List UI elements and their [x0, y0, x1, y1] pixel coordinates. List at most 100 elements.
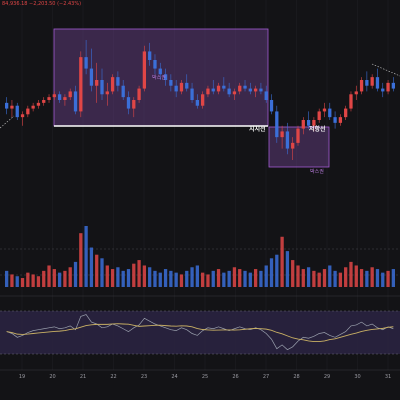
- candle-body: [42, 100, 46, 103]
- volume-bar: [31, 274, 35, 287]
- candle-body: [148, 51, 152, 60]
- candle-body: [95, 80, 99, 86]
- candle-body: [222, 85, 226, 89]
- volume-bar: [110, 269, 115, 287]
- candle-body: [137, 88, 141, 100]
- candle-body: [89, 68, 94, 86]
- volume-bar: [15, 276, 19, 287]
- volume-bar: [36, 276, 41, 287]
- volume-bar: [248, 272, 252, 287]
- candle-body: [216, 85, 221, 92]
- candle-body: [201, 94, 205, 106]
- candle-body: [280, 131, 284, 138]
- candle-body: [79, 57, 83, 112]
- volume-bar: [370, 267, 374, 287]
- volume-bar: [68, 267, 72, 287]
- candle-body: [243, 85, 247, 89]
- candle-body: [15, 105, 19, 118]
- volume-bar: [52, 269, 56, 287]
- candle-body: [227, 88, 231, 95]
- candle-body: [232, 91, 237, 95]
- volume-bar: [126, 269, 131, 287]
- candle-body: [195, 100, 199, 106]
- box-bottom-label: 박스권: [310, 169, 324, 175]
- volume-bar: [275, 254, 279, 287]
- volume-bar: [285, 251, 290, 287]
- volume-bar: [269, 258, 274, 287]
- candle-body: [291, 142, 295, 149]
- x-tick-label: 31: [384, 374, 392, 380]
- x-tick-label: 25: [201, 374, 209, 380]
- candle-body: [26, 108, 30, 115]
- candle-body: [301, 120, 305, 129]
- volume-bar: [365, 270, 369, 287]
- candle-body: [84, 57, 88, 69]
- volume-bar: [179, 274, 184, 287]
- x-tick-label: 29: [323, 374, 331, 380]
- candle-body: [5, 102, 9, 109]
- volume-bar: [153, 270, 157, 287]
- volume-bar: [264, 265, 268, 287]
- volume-bar: [291, 260, 295, 287]
- volume-bar: [306, 267, 311, 287]
- candle-body: [190, 88, 194, 100]
- candle-body: [365, 80, 369, 86]
- x-axis[interactable]: 19 20 21 22 23 24 25 26 27 28 29 30 31: [0, 374, 400, 386]
- candle-body: [391, 82, 395, 89]
- volume-bar: [211, 270, 215, 287]
- box-top-label: 박스권: [152, 75, 166, 81]
- candle-body: [121, 85, 125, 98]
- candle-body: [52, 94, 56, 98]
- volume-bar: [206, 274, 210, 287]
- candle-body: [68, 91, 72, 98]
- volume-bar: [216, 269, 221, 287]
- x-tick-label: 30: [354, 374, 361, 380]
- candle-body: [269, 100, 274, 112]
- candle-body: [116, 77, 120, 86]
- x-tick-label: 22: [110, 374, 117, 380]
- volume-bar: [95, 254, 99, 287]
- volume-bar: [148, 267, 152, 287]
- volume-bar: [79, 233, 83, 287]
- x-tick-label: 27: [262, 374, 270, 380]
- candle-body: [47, 97, 51, 100]
- candle-body: [179, 82, 184, 92]
- candle-body: [322, 108, 327, 112]
- candle-body: [132, 100, 136, 109]
- trend-line-right: [371, 63, 400, 77]
- volume-layer: [5, 226, 395, 287]
- volume-bar: [169, 270, 173, 287]
- volume-bar: [201, 272, 205, 287]
- rsi-band: [0, 311, 400, 354]
- volume-bar: [259, 270, 263, 287]
- price-readout: 84,936.18 −2,203.50 (−2.43%): [2, 1, 82, 7]
- volume-bar: [391, 269, 395, 287]
- volume-bar: [222, 272, 226, 287]
- candle-body: [359, 80, 364, 92]
- volume-bar: [5, 270, 9, 287]
- candle-body: [211, 88, 215, 92]
- volume-bar: [317, 272, 321, 287]
- volume-bar: [185, 270, 189, 287]
- candle-body: [63, 97, 67, 100]
- candle-body: [57, 94, 62, 100]
- candle-body: [73, 91, 78, 112]
- volume-bar: [328, 265, 332, 287]
- x-tick-label: 23: [140, 374, 148, 380]
- candle-body: [338, 117, 343, 123]
- volume-bar: [100, 258, 104, 287]
- x-tick-label: 21: [79, 374, 87, 380]
- candle-body: [317, 111, 321, 120]
- candle-body: [169, 80, 173, 86]
- candle-body: [174, 85, 178, 92]
- volume-bar: [243, 270, 247, 287]
- volume-bar: [132, 263, 136, 287]
- x-tick-label: 20: [49, 374, 56, 380]
- volume-bar: [42, 270, 46, 287]
- trend-line-left: [0, 115, 15, 129]
- volume-bar: [57, 272, 62, 287]
- volume-bar: [89, 247, 94, 287]
- candle-body: [110, 77, 115, 92]
- volume-bar: [142, 265, 147, 287]
